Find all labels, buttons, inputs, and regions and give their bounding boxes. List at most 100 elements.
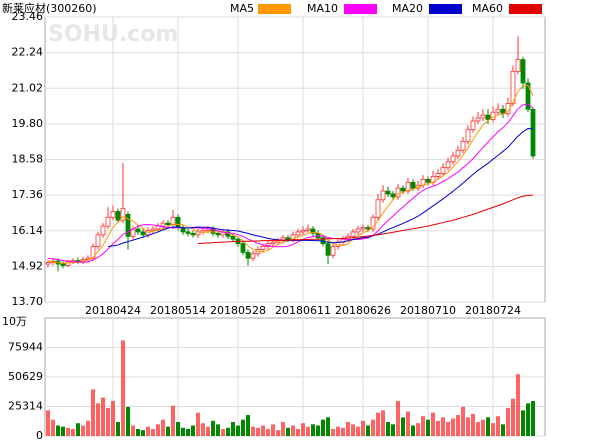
volume-bar: [56, 425, 60, 436]
volume-bar: [331, 429, 335, 436]
volume-bar: [281, 422, 285, 436]
volume-bar: [356, 426, 360, 436]
volume-bar: [296, 429, 300, 436]
candle-body: [360, 227, 366, 230]
ma-line: [107, 128, 534, 248]
volume-bar: [481, 419, 485, 436]
candle-body: [405, 181, 411, 192]
volume-bar: [141, 430, 145, 436]
volume-bar: [186, 429, 190, 436]
volume-bar: [71, 429, 75, 436]
volume-bar: [181, 427, 185, 436]
candle-body: [395, 187, 401, 198]
volume-bar: [91, 389, 95, 436]
x-tick-label: 20180626: [335, 304, 391, 317]
volume-bar: [61, 426, 65, 436]
volume-bar: [51, 419, 55, 436]
volume-bar: [351, 424, 355, 436]
volume-bar: [421, 416, 425, 436]
volume-bar: [401, 417, 405, 436]
volume-bar: [191, 425, 195, 436]
candle-body: [460, 140, 466, 151]
legend-swatch: [509, 4, 542, 14]
candle-body: [470, 120, 476, 131]
volume-bar: [336, 426, 340, 436]
candle-body: [520, 59, 526, 84]
volume-unit: 10万: [2, 315, 27, 328]
volume-bar: [306, 426, 310, 436]
candle-body: [140, 231, 146, 236]
volume-bar: [256, 427, 260, 436]
candle-body: [110, 211, 116, 218]
volume-bar: [46, 410, 50, 436]
x-tick-label: 20180710: [400, 304, 456, 317]
candle-body: [390, 193, 396, 198]
volume-bar: [136, 429, 140, 436]
candle-body: [330, 246, 336, 256]
volume-bar: [386, 422, 390, 436]
candle-body: [295, 231, 301, 236]
candle-body: [270, 241, 276, 244]
volume-bar: [76, 423, 80, 436]
volume-bar: [396, 401, 400, 436]
volume-bar: [301, 423, 305, 436]
volume-tick-label: 25314: [8, 400, 43, 413]
volume-bar: [371, 419, 375, 436]
volume-bar: [101, 397, 105, 436]
volume-tick-label: 50629: [8, 370, 43, 383]
volume-tick-label: 75944: [8, 340, 43, 353]
candle-body: [275, 240, 281, 243]
volume-bar: [486, 417, 490, 436]
volume-bar: [116, 422, 120, 436]
ma-line: [47, 103, 534, 263]
candle-body: [375, 199, 381, 218]
volume-bar: [411, 425, 415, 436]
candle-body: [370, 216, 376, 230]
candle-body: [300, 230, 306, 233]
volume-bar: [146, 426, 150, 436]
candle-body: [425, 178, 431, 183]
candle-body: [75, 260, 81, 262]
volume-bar: [376, 412, 380, 436]
candle-body: [185, 231, 191, 234]
candle-body: [100, 225, 106, 236]
candle-body: [455, 149, 461, 157]
volume-bar: [471, 413, 475, 436]
volume-bar: [121, 340, 125, 436]
candle-body: [240, 243, 246, 253]
candle-body: [120, 208, 126, 221]
y-tick-label: 14.92: [12, 259, 44, 272]
volume-bar: [201, 423, 205, 436]
volume-bar: [316, 425, 320, 436]
volume-bar: [416, 423, 420, 436]
volume-bar: [311, 424, 315, 436]
volume-bar: [451, 418, 455, 436]
volume-bar: [346, 422, 350, 436]
volume-bar: [476, 422, 480, 436]
volume-bar: [216, 424, 220, 436]
candle-body: [115, 211, 121, 221]
candle-body: [515, 59, 521, 72]
legend-label: MA5: [230, 2, 254, 15]
candle-body: [125, 213, 131, 237]
volume-bar: [176, 422, 180, 436]
volume-bar: [151, 429, 155, 436]
y-tick-label: 13.70: [12, 295, 44, 308]
candle-body: [365, 227, 371, 230]
volume-bar: [461, 406, 465, 436]
candle-body: [305, 228, 311, 231]
x-tick-label: 20180611: [275, 304, 331, 317]
volume-bar: [96, 403, 100, 436]
volume-bar: [231, 422, 235, 436]
volume-bar: [261, 425, 265, 436]
volume-tick-label: 0: [36, 429, 43, 440]
y-tick-label: 18.58: [12, 153, 44, 166]
volume-bar: [361, 420, 365, 436]
x-tick-label: 20180528: [210, 304, 266, 317]
legend-swatch: [344, 4, 377, 14]
candle-body: [450, 155, 456, 163]
candle-body: [45, 262, 51, 265]
y-tick-label: 21.02: [12, 81, 44, 94]
volume-bar: [516, 374, 520, 436]
